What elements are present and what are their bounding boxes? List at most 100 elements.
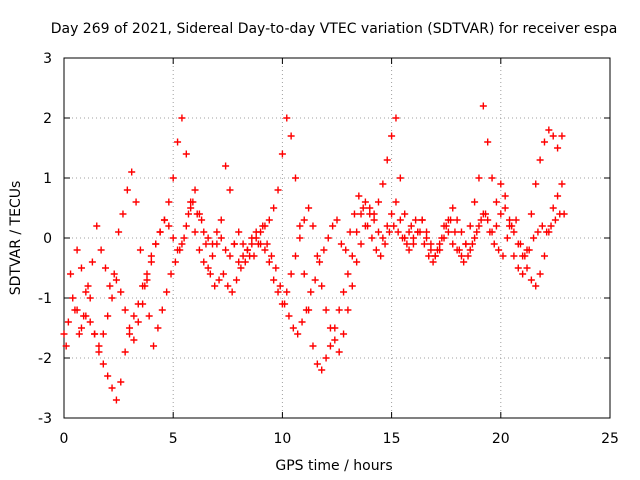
data-point xyxy=(200,228,208,236)
data-point xyxy=(366,204,374,212)
data-point xyxy=(436,246,444,254)
data-point xyxy=(423,234,431,242)
data-point xyxy=(313,360,321,368)
data-point xyxy=(209,240,217,248)
data-point xyxy=(361,222,369,230)
data-point xyxy=(270,276,278,284)
data-point xyxy=(401,210,409,218)
data-point xyxy=(457,252,465,260)
data-point xyxy=(64,318,72,326)
data-point xyxy=(239,240,247,248)
data-point xyxy=(379,234,387,242)
data-point xyxy=(204,234,212,242)
data-point xyxy=(374,198,382,206)
data-point xyxy=(396,216,404,224)
data-point xyxy=(460,258,468,266)
data-point xyxy=(115,228,123,236)
data-point xyxy=(449,240,457,248)
data-point xyxy=(160,216,168,224)
data-point xyxy=(342,246,350,254)
data-point xyxy=(278,150,286,158)
data-point xyxy=(136,246,144,254)
data-point xyxy=(265,258,273,266)
data-point xyxy=(353,258,361,266)
data-point xyxy=(108,384,116,392)
data-point xyxy=(464,252,472,260)
y-tick-label: 3 xyxy=(43,51,52,67)
data-point xyxy=(228,288,236,296)
data-point xyxy=(226,252,234,260)
data-point xyxy=(75,330,83,338)
data-point xyxy=(226,186,234,194)
data-point xyxy=(259,222,267,230)
data-point xyxy=(178,114,186,122)
data-point xyxy=(462,240,470,248)
data-point xyxy=(440,234,448,242)
data-point xyxy=(329,222,337,230)
data-point xyxy=(222,246,230,254)
data-point xyxy=(130,312,138,320)
data-point xyxy=(357,210,365,218)
data-point xyxy=(261,246,269,254)
data-point xyxy=(403,240,411,248)
data-point xyxy=(540,252,548,260)
data-point xyxy=(95,348,103,356)
data-point xyxy=(510,228,518,236)
data-point xyxy=(117,288,125,296)
data-point xyxy=(108,294,116,302)
x-tick-label: 5 xyxy=(169,431,178,447)
data-point xyxy=(204,264,212,272)
data-point xyxy=(110,270,118,278)
data-point xyxy=(449,204,457,212)
data-point xyxy=(442,222,450,230)
y-tick-label: -3 xyxy=(38,411,52,427)
data-point xyxy=(283,288,291,296)
data-point xyxy=(527,276,535,284)
data-point xyxy=(344,270,352,278)
data-point xyxy=(490,240,498,248)
y-tick-label: 1 xyxy=(43,171,52,187)
data-point xyxy=(97,246,105,254)
data-point xyxy=(361,198,369,206)
data-point xyxy=(409,240,417,248)
data-point xyxy=(267,252,275,260)
data-point xyxy=(198,216,206,224)
data-point xyxy=(147,258,155,266)
data-point xyxy=(169,234,177,242)
data-point xyxy=(134,318,142,326)
data-point xyxy=(300,216,308,224)
data-point xyxy=(243,246,251,254)
data-point xyxy=(300,270,308,278)
data-point xyxy=(392,198,400,206)
data-point xyxy=(311,276,319,284)
data-point xyxy=(147,252,155,260)
y-tick-label: -1 xyxy=(38,291,52,307)
data-point xyxy=(123,186,131,194)
data-point xyxy=(104,312,112,320)
data-point xyxy=(333,216,341,224)
data-point xyxy=(250,252,258,260)
data-point xyxy=(215,276,223,284)
data-point xyxy=(475,174,483,182)
data-point xyxy=(174,246,182,254)
data-point xyxy=(257,240,265,248)
data-point xyxy=(451,228,459,236)
data-point xyxy=(265,216,273,224)
data-point xyxy=(503,234,511,242)
y-tick-label: 2 xyxy=(43,111,52,127)
data-point xyxy=(547,222,555,230)
data-point xyxy=(322,354,330,362)
data-point xyxy=(182,222,190,230)
data-point xyxy=(530,234,538,242)
data-point xyxy=(274,186,282,194)
data-point xyxy=(309,342,317,350)
data-point xyxy=(235,258,243,266)
data-point xyxy=(471,234,479,242)
data-point xyxy=(224,282,232,290)
data-point xyxy=(86,294,94,302)
data-point xyxy=(206,270,214,278)
data-point xyxy=(241,258,249,266)
data-point xyxy=(305,204,313,212)
data-point xyxy=(427,246,435,254)
x-tick-label: 20 xyxy=(492,431,510,447)
